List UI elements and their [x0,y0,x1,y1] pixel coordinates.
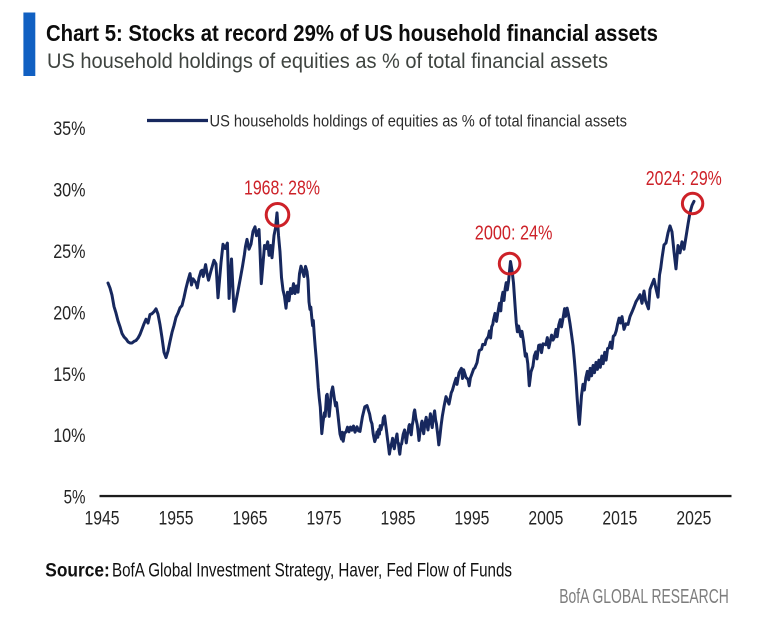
svg-text:2025: 2025 [676,508,711,530]
svg-text:BofA GLOBAL RESEARCH: BofA GLOBAL RESEARCH [559,586,729,608]
svg-text:US household holdings of equit: US household holdings of equities as % o… [47,49,608,73]
svg-text:1965: 1965 [233,508,268,530]
svg-text:1985: 1985 [381,508,416,530]
svg-text:1945: 1945 [85,508,120,530]
svg-text:1995: 1995 [454,508,489,530]
svg-text:2024: 29%: 2024: 29% [646,168,722,190]
svg-text:10%: 10% [53,425,85,447]
svg-text:2000: 24%: 2000: 24% [475,223,553,245]
svg-text:5%: 5% [64,487,86,509]
svg-text:1968: 28%: 1968: 28% [244,177,320,199]
svg-text:2015: 2015 [602,508,637,530]
svg-text:Source:BofA Global Investment: Source: BofA Global Investment Strategy, … [45,560,512,581]
svg-text:Chart 5: Stocks at record 29%: Chart 5: Stocks at record 29% of US hous… [46,20,658,46]
svg-text:20%: 20% [53,302,85,324]
svg-text:2005: 2005 [528,508,563,530]
svg-text:25%: 25% [53,241,85,263]
svg-text:35%: 35% [53,118,85,140]
svg-text:1955: 1955 [159,508,194,530]
svg-text:1975: 1975 [307,508,342,530]
svg-text:US households holdings of equi: US households holdings of equities as % … [210,112,628,131]
svg-text:30%: 30% [53,179,85,201]
svg-text:15%: 15% [53,364,85,386]
